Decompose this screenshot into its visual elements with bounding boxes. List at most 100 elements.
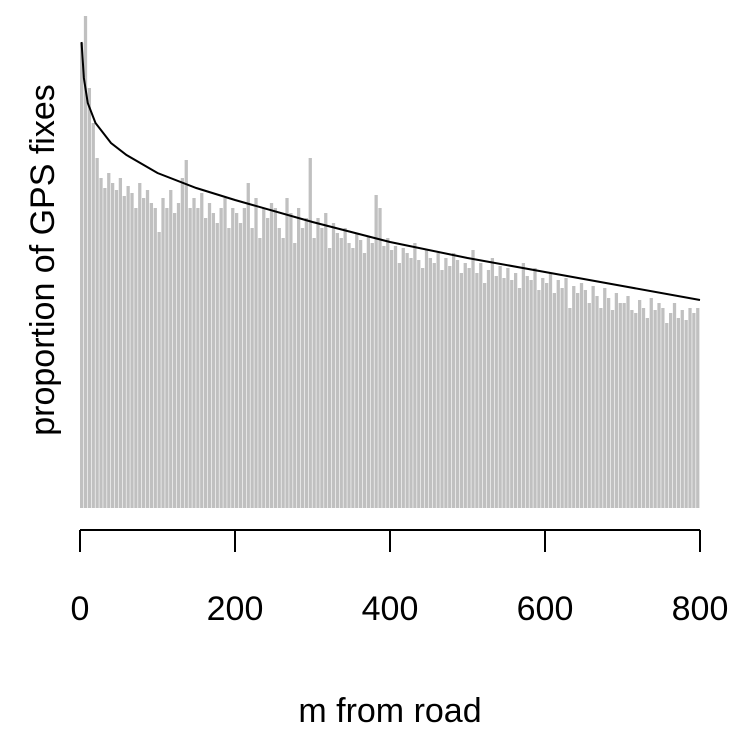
bar (157, 232, 161, 508)
bar (339, 238, 343, 508)
bar (328, 248, 332, 508)
bar (657, 303, 661, 508)
bar (517, 288, 522, 508)
bar (672, 303, 677, 508)
bar (541, 278, 545, 508)
bar (514, 273, 518, 508)
bar (618, 303, 622, 508)
bar (343, 228, 347, 508)
bar (184, 160, 188, 508)
bar (207, 203, 212, 508)
bar (196, 208, 200, 508)
bar (688, 308, 692, 508)
bar (235, 213, 239, 508)
bar (533, 268, 537, 508)
bar (262, 208, 266, 508)
bar (134, 208, 138, 508)
bar (483, 283, 487, 508)
bar (572, 286, 576, 508)
bar (285, 198, 289, 508)
bar (607, 298, 611, 508)
bar (510, 280, 514, 508)
bar (545, 283, 549, 508)
y-axis-label: proportion of GPS fixes (24, 84, 62, 436)
bar (444, 258, 448, 508)
bar (180, 178, 185, 508)
bar (692, 313, 696, 508)
bar (211, 213, 216, 508)
bar (521, 263, 526, 508)
bar (362, 253, 367, 508)
bar (676, 318, 681, 508)
bar (696, 308, 700, 508)
bar (452, 253, 456, 508)
bar (393, 246, 398, 508)
bar (626, 296, 630, 508)
bar (114, 190, 119, 508)
bar (312, 238, 316, 508)
bar (587, 303, 591, 508)
bar (634, 313, 638, 508)
bar (355, 233, 359, 508)
bar (653, 310, 657, 508)
x-tick-label: 800 (672, 590, 729, 628)
x-tick-label: 600 (517, 590, 574, 628)
bar (200, 193, 204, 508)
bar (219, 208, 223, 508)
bar (645, 318, 650, 508)
bar (417, 260, 421, 508)
bar (564, 278, 568, 508)
bar (126, 186, 130, 508)
bar (576, 293, 580, 508)
bar (378, 208, 382, 508)
bar (455, 260, 460, 508)
bar (595, 296, 599, 508)
x-tick-label: 400 (362, 590, 419, 628)
bar (99, 178, 103, 508)
bar (304, 218, 309, 508)
bar (293, 243, 297, 508)
bar (665, 323, 669, 508)
bar (347, 243, 351, 508)
bar (188, 208, 192, 508)
bar (560, 288, 564, 508)
bar (374, 195, 378, 508)
bar (579, 283, 584, 508)
bar (258, 238, 262, 508)
bar (661, 308, 665, 508)
bar (103, 188, 107, 508)
bar (440, 270, 444, 508)
bar (424, 250, 429, 508)
bar (238, 223, 243, 508)
bar (359, 240, 363, 508)
bar (486, 270, 491, 508)
bar (432, 263, 436, 508)
bar (552, 293, 557, 508)
bar (498, 266, 502, 508)
bar (649, 298, 653, 508)
bar (289, 213, 293, 508)
bar (316, 218, 320, 508)
bar (428, 258, 433, 508)
bar (223, 198, 227, 508)
x-tick-label: 200 (207, 590, 264, 628)
bar (91, 123, 95, 508)
bar (413, 243, 417, 508)
bar (273, 208, 278, 508)
bar (324, 213, 328, 508)
bar (622, 303, 626, 508)
bar (107, 173, 111, 508)
bar (351, 248, 355, 508)
bar (401, 248, 405, 508)
bar (525, 276, 529, 508)
bar (421, 268, 425, 508)
bar (386, 238, 390, 508)
bar (494, 276, 498, 508)
bar (599, 308, 603, 508)
bar (242, 208, 247, 508)
bar (111, 183, 115, 508)
bar (227, 228, 231, 508)
bar (583, 290, 588, 508)
bar (130, 193, 134, 508)
bar (490, 258, 495, 508)
